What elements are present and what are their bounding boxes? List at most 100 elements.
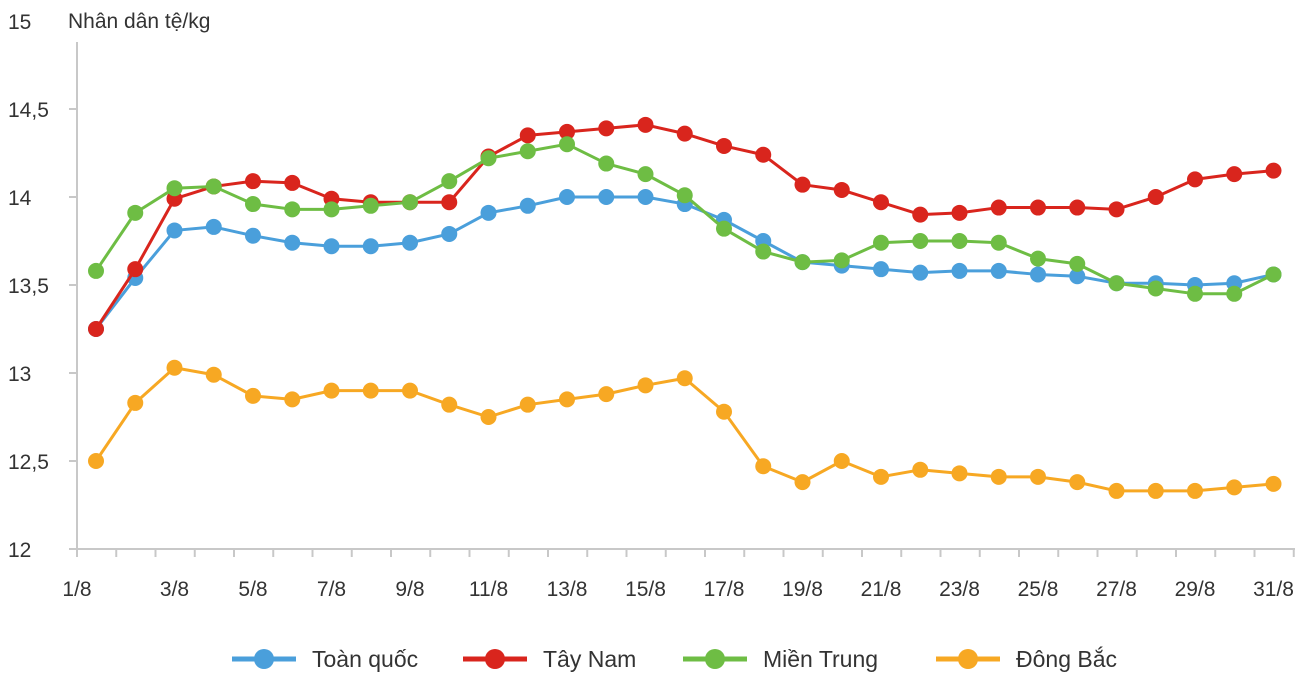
data-point [951, 465, 968, 482]
series-line [94, 123, 1274, 330]
data-point [127, 261, 144, 278]
data-point [1226, 285, 1243, 302]
data-point [1265, 475, 1282, 492]
legend-swatch-marker [485, 649, 505, 669]
data-point [323, 238, 340, 255]
series-2 [88, 116, 1282, 337]
data-point [480, 204, 497, 221]
data-point [676, 370, 693, 387]
legend-label: Đông Bắc [1016, 646, 1117, 672]
legend-label: Toàn quốc [312, 646, 418, 672]
y-tick-label: 13,5 [8, 275, 49, 298]
data-point [598, 189, 615, 205]
data-point [88, 321, 104, 337]
data-point [323, 382, 340, 399]
data-point [833, 252, 850, 269]
data-point [794, 176, 811, 193]
y-tick-label: 12 [8, 539, 31, 562]
data-point [441, 194, 458, 211]
data-point [912, 233, 929, 249]
x-tick-label: 5/8 [238, 578, 267, 601]
data-point [245, 227, 261, 244]
data-point [716, 137, 732, 154]
data-point [519, 127, 536, 144]
data-point [1030, 199, 1046, 216]
data-point [88, 453, 104, 469]
data-point [402, 194, 418, 211]
series-3 [88, 136, 1282, 302]
data-point [951, 262, 968, 279]
data-point [1030, 266, 1046, 283]
data-point [284, 234, 301, 251]
data-point [755, 146, 772, 163]
data-point [598, 386, 615, 403]
data-point [1147, 280, 1164, 297]
x-tick-label: 13/8 [547, 578, 588, 601]
data-point [990, 234, 1007, 251]
data-point [559, 189, 575, 205]
data-point [873, 468, 889, 485]
x-tick-label: 7/8 [317, 578, 346, 601]
data-point [990, 468, 1007, 485]
data-point [833, 453, 850, 469]
data-point [1108, 275, 1125, 292]
data-point [166, 359, 183, 376]
series-4 [88, 359, 1282, 499]
data-point [127, 204, 144, 221]
data-point [1226, 479, 1243, 496]
y-tick-label: 15 [8, 11, 31, 34]
data-point [284, 201, 301, 218]
data-point [676, 187, 693, 204]
data-point [1030, 250, 1046, 267]
data-point [245, 387, 261, 404]
x-tick-label: 19/8 [782, 578, 823, 601]
y-axis-ticks: 12 12,5 13 13,5 14 14,5 15 [8, 11, 77, 562]
data-point [402, 234, 418, 251]
series-layer [88, 116, 1282, 499]
legend-label: Miền Trung [763, 646, 878, 672]
x-tick-label: 17/8 [704, 578, 745, 601]
y-tick-label: 14 [8, 187, 32, 210]
data-point [676, 125, 693, 142]
data-point [559, 136, 575, 153]
data-point [1187, 482, 1203, 499]
data-point [794, 474, 811, 491]
data-point [716, 403, 732, 420]
data-point [1108, 482, 1125, 499]
data-point [88, 262, 104, 279]
data-point [951, 204, 968, 221]
data-point [284, 174, 301, 191]
data-point [362, 238, 379, 255]
data-point [755, 458, 772, 475]
data-point [1226, 166, 1243, 183]
data-point [598, 155, 615, 172]
data-point [284, 391, 301, 408]
y-tick-label: 13 [8, 363, 31, 386]
data-point [519, 197, 536, 214]
y-axis-unit-label: Nhân dân tệ/kg [68, 10, 210, 33]
legend-swatch-marker [705, 649, 725, 669]
data-point [637, 116, 654, 133]
x-tick-label: 11/8 [469, 578, 508, 601]
data-point [1265, 266, 1282, 283]
legend: Toàn quốc Tây Nam Miền Trung Đông Bắc [232, 646, 1117, 672]
y-tick-label: 12,5 [8, 451, 49, 474]
data-point [441, 173, 458, 190]
data-point [402, 382, 418, 399]
data-point [1147, 189, 1164, 205]
data-point [362, 382, 379, 399]
data-point [833, 181, 850, 198]
x-tick-label: 9/8 [395, 578, 424, 601]
data-point [637, 189, 654, 205]
x-tick-label: 3/8 [160, 578, 189, 601]
x-tick-label: 15/8 [625, 578, 666, 601]
data-point [166, 180, 183, 197]
data-point [245, 196, 261, 213]
data-point [362, 197, 379, 214]
x-tick-label: 29/8 [1175, 578, 1216, 601]
data-point [559, 123, 575, 140]
data-point [598, 120, 615, 137]
legend-item: Đông Bắc [936, 646, 1117, 672]
data-point [637, 377, 654, 394]
